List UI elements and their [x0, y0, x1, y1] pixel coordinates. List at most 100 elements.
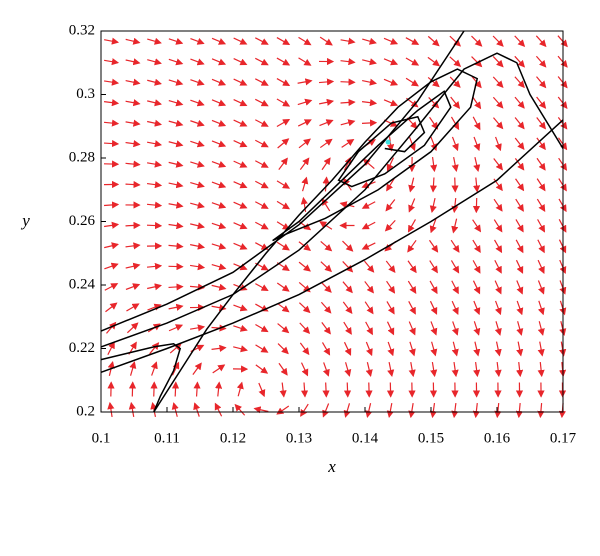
field-arrow — [475, 157, 478, 171]
field-arrow — [363, 222, 375, 228]
field-arrow — [367, 403, 370, 417]
field-arrow — [536, 36, 545, 46]
field-arrow — [409, 322, 415, 335]
field-arrow — [234, 243, 247, 248]
field-arrow — [212, 120, 225, 125]
field-arrow — [497, 342, 500, 356]
field-arrow — [389, 362, 392, 376]
field-arrow — [537, 77, 546, 88]
field-arrow — [104, 264, 117, 269]
field-arrow — [301, 404, 308, 416]
field-arrow — [277, 181, 289, 188]
field-arrow — [538, 280, 543, 293]
field-arrow — [126, 225, 140, 226]
x-tick-label: 0.14 — [352, 430, 379, 446]
field-arrow — [190, 39, 203, 44]
field-arrow — [169, 245, 183, 246]
field-arrow — [131, 403, 133, 417]
field-arrow — [147, 225, 161, 226]
field-arrow — [342, 140, 354, 148]
field-arrow — [320, 139, 331, 147]
field-arrow — [428, 57, 439, 65]
field-arrow — [255, 38, 267, 44]
field-arrow — [515, 56, 524, 66]
field-arrow — [169, 183, 183, 186]
field-arrow — [387, 281, 395, 293]
field-arrow — [386, 220, 396, 230]
field-arrow — [495, 240, 502, 252]
field-arrow — [279, 363, 287, 374]
field-arrow — [341, 102, 355, 103]
field-arrow — [494, 199, 502, 211]
field-arrow — [147, 142, 161, 145]
field-arrow — [518, 342, 521, 356]
field-arrow — [473, 97, 481, 109]
field-arrow — [408, 240, 416, 251]
field-arrow — [233, 305, 246, 310]
field-arrow — [190, 121, 203, 125]
field-arrow — [212, 100, 225, 105]
field-arrow — [538, 260, 544, 273]
field-arrow — [169, 204, 183, 207]
field-arrow — [454, 198, 455, 212]
field-arrow — [195, 403, 200, 416]
field-arrow — [431, 321, 436, 334]
field-arrow — [234, 100, 247, 106]
field-arrow — [147, 122, 161, 125]
field-arrow — [175, 383, 176, 397]
field-arrow — [518, 321, 522, 334]
field-arrow — [430, 281, 437, 293]
field-arrow — [213, 365, 225, 373]
field-arrow — [343, 282, 352, 293]
field-arrow — [278, 139, 289, 148]
field-arrow — [494, 158, 503, 169]
field-arrow — [190, 141, 203, 145]
field-arrow — [474, 321, 478, 334]
field-arrow — [452, 301, 458, 314]
field-arrow — [255, 409, 269, 412]
field-arrow — [409, 219, 416, 231]
field-arrow — [147, 60, 161, 64]
field-arrow — [169, 287, 183, 288]
field-arrow — [127, 323, 137, 333]
field-arrow — [411, 362, 413, 376]
field-arrow — [473, 117, 480, 129]
field-arrow — [212, 265, 225, 269]
field-arrow — [453, 321, 458, 334]
field-arrow — [255, 58, 267, 64]
field-arrow — [212, 79, 225, 84]
field-arrow — [212, 244, 225, 248]
field-arrow — [366, 342, 371, 355]
field-arrow — [497, 362, 499, 376]
field-arrow — [411, 403, 413, 417]
field-arrow — [319, 81, 333, 82]
field-arrow — [105, 284, 117, 291]
field-arrow — [451, 97, 460, 108]
field-arrow — [126, 184, 140, 185]
field-arrow — [303, 178, 307, 191]
field-arrow — [430, 301, 436, 314]
y-tick-label: 0.2 — [76, 403, 95, 419]
field-arrow — [433, 403, 435, 417]
plot-frame — [101, 31, 563, 412]
field-arrow — [537, 158, 545, 170]
field-arrow — [408, 261, 416, 272]
field-arrow — [476, 178, 477, 192]
trajectory — [154, 69, 477, 412]
field-arrow — [341, 82, 355, 83]
field-arrow — [277, 283, 288, 291]
field-arrow — [298, 120, 311, 126]
field-arrow — [384, 100, 397, 105]
field-arrow — [126, 101, 140, 104]
field-arrow — [341, 121, 355, 125]
field-arrow — [234, 120, 247, 126]
field-arrow — [282, 383, 284, 397]
field-arrow — [126, 245, 140, 247]
field-arrow — [473, 281, 479, 294]
field-arrow — [496, 137, 501, 150]
field-arrow — [169, 225, 183, 227]
field-arrow — [322, 322, 330, 333]
field-arrow — [408, 281, 415, 293]
field-arrow — [325, 178, 326, 192]
y-tick-label: 0.3 — [76, 86, 95, 102]
